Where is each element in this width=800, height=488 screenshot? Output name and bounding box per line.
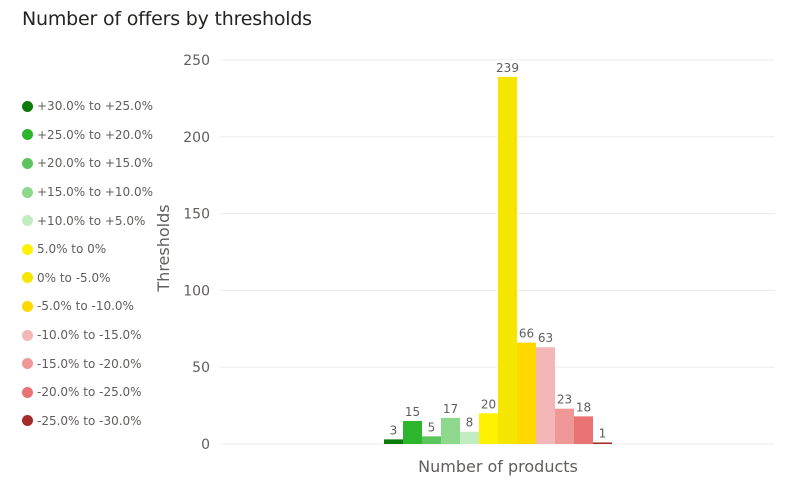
legend-swatch <box>22 157 33 169</box>
bar[interactable] <box>574 416 593 444</box>
legend-label: +10.0% to +5.0% <box>37 213 146 228</box>
bar[interactable] <box>441 417 460 444</box>
bar[interactable] <box>536 347 555 444</box>
legend-label: -15.0% to -20.0% <box>37 356 142 371</box>
bar[interactable] <box>403 420 422 444</box>
data-label: 63 <box>538 331 553 345</box>
bar[interactable] <box>593 442 612 444</box>
bar[interactable] <box>479 413 498 444</box>
data-label: 17 <box>443 402 458 416</box>
data-label: 1 <box>599 426 607 440</box>
data-label: 15 <box>405 405 420 419</box>
data-label: 20 <box>481 397 496 411</box>
y-tick-label: 0 <box>201 437 210 453</box>
legend-label: +20.0% to +15.0% <box>37 156 154 171</box>
data-label: 18 <box>576 400 591 414</box>
legend-item[interactable]: -20.0% to -25.0% <box>22 378 172 407</box>
legend-item[interactable]: -25.0% to -30.0% <box>22 407 172 436</box>
data-label: 3 <box>390 423 398 437</box>
legend-item[interactable]: +25.0% to +20.0% <box>22 121 172 150</box>
y-axis-title: Thresholds <box>154 204 173 292</box>
legend-item[interactable]: -15.0% to -20.0% <box>22 349 172 378</box>
legend-item[interactable]: -5.0% to -10.0% <box>22 292 172 321</box>
legend-swatch <box>22 215 33 227</box>
legend-swatch <box>22 272 33 284</box>
legend-swatch <box>22 129 33 141</box>
legend-item[interactable]: 0% to -5.0% <box>22 264 172 293</box>
data-label: 5 <box>428 420 436 434</box>
data-label: 23 <box>557 393 572 407</box>
legend-label: 0% to -5.0% <box>37 270 111 285</box>
legend-label: +25.0% to +20.0% <box>37 127 154 142</box>
legend-swatch <box>22 300 33 312</box>
legend-item[interactable]: +10.0% to +5.0% <box>22 206 172 235</box>
y-tick-label: 100 <box>183 283 210 299</box>
legend-item[interactable]: 5.0% to 0% <box>22 235 172 264</box>
y-tick-label: 50 <box>192 360 210 376</box>
legend-swatch <box>22 329 33 341</box>
bars <box>384 76 612 445</box>
legend-item[interactable]: +15.0% to +10.0% <box>22 178 172 207</box>
legend-label: -25.0% to -30.0% <box>37 413 142 428</box>
legend-swatch <box>22 415 33 427</box>
data-labels: 3 15 5 17 8 20 239 66 63 23 18 1 <box>390 61 607 441</box>
y-axis-ticks: 0 50 100 150 200 250 <box>183 53 210 453</box>
data-label: 66 <box>519 327 534 341</box>
y-tick-label: 250 <box>183 53 210 69</box>
gridlines <box>220 59 775 445</box>
data-label: 8 <box>466 416 474 430</box>
legend-label: 5.0% to 0% <box>37 242 107 257</box>
legend-label: -10.0% to -15.0% <box>37 328 142 343</box>
bar[interactable] <box>460 431 479 444</box>
y-tick-label: 200 <box>183 130 210 146</box>
legend-item[interactable]: +30.0% to +25.0% <box>22 92 172 121</box>
legend-swatch <box>22 243 33 255</box>
legend-item[interactable]: +20.0% to +15.0% <box>22 149 172 178</box>
chart-title: Number of offers by thresholds <box>22 8 312 30</box>
legend-label: -20.0% to -25.0% <box>37 385 142 400</box>
bar[interactable] <box>555 408 574 444</box>
legend-label: -5.0% to -10.0% <box>37 299 134 314</box>
legend-label: +30.0% to +25.0% <box>37 99 154 114</box>
legend: +30.0% to +25.0% +25.0% to +20.0% +20.0% t… <box>22 92 172 435</box>
legend-label: +15.0% to +10.0% <box>37 185 154 200</box>
legend-swatch <box>22 100 33 112</box>
y-tick-label: 150 <box>183 207 210 223</box>
x-axis-title: Number of products <box>418 457 578 476</box>
bar[interactable] <box>384 439 403 444</box>
data-label: 239 <box>496 61 519 75</box>
bar[interactable] <box>498 76 517 445</box>
bar[interactable] <box>517 342 536 444</box>
legend-swatch <box>22 386 33 398</box>
legend-swatch <box>22 358 33 370</box>
legend-item[interactable]: -10.0% to -15.0% <box>22 321 172 350</box>
legend-swatch <box>22 186 33 198</box>
bar[interactable] <box>422 436 441 444</box>
